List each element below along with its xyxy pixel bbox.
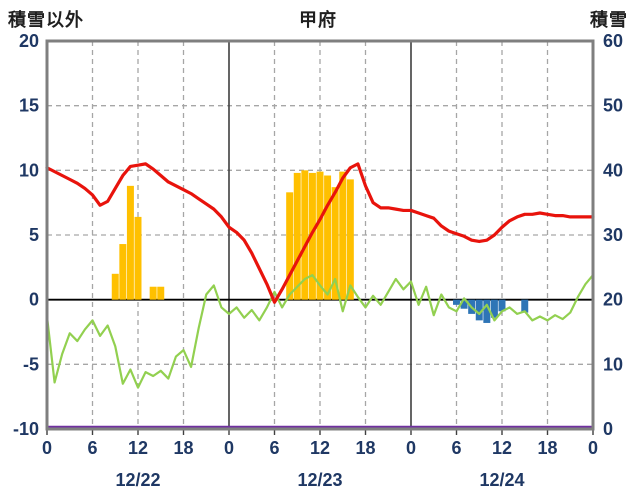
x-hour-label: 0 bbox=[406, 438, 416, 458]
precipitation-bar bbox=[119, 244, 127, 300]
precipitation-bar bbox=[308, 172, 316, 300]
precipitation-bar bbox=[157, 286, 165, 300]
y-left-tick-label: -10 bbox=[13, 419, 39, 439]
precipitation-bar bbox=[149, 286, 157, 300]
plot-border bbox=[45, 39, 595, 431]
x-hour-label: 12 bbox=[310, 438, 330, 458]
x-hour-label: 0 bbox=[224, 438, 234, 458]
precipitation-bar bbox=[324, 175, 332, 300]
precipitation-bar bbox=[286, 192, 294, 300]
y-left-tick-label: 0 bbox=[29, 290, 39, 310]
precipitation-bar bbox=[301, 170, 309, 300]
y-right-tick-label: 40 bbox=[603, 160, 623, 180]
green-line bbox=[45, 273, 595, 389]
negative-bar bbox=[453, 299, 460, 305]
negative-bar bbox=[483, 299, 491, 323]
y-right-tick-label: 10 bbox=[603, 354, 623, 374]
temperature-line bbox=[45, 162, 595, 304]
y-right-tick-label: 50 bbox=[603, 96, 623, 116]
precipitation-bar bbox=[111, 273, 119, 300]
x-hour-label: 12 bbox=[492, 438, 512, 458]
y-left-tick-label: 5 bbox=[29, 225, 39, 245]
precipitation-bar bbox=[331, 187, 339, 300]
y-right-tick-label: 60 bbox=[603, 31, 623, 51]
x-hour-label: 0 bbox=[588, 438, 598, 458]
x-hour-label: 6 bbox=[269, 438, 279, 458]
chart-title: 甲府 bbox=[299, 10, 337, 30]
negative-bar bbox=[521, 299, 529, 313]
precipitation-bar bbox=[346, 179, 354, 300]
x-hour-label: 18 bbox=[537, 438, 557, 458]
precipitation-bar bbox=[293, 172, 301, 300]
y-right-tick-label: 0 bbox=[603, 419, 613, 439]
x-hour-label: 18 bbox=[173, 438, 193, 458]
precipitation-bar bbox=[339, 171, 347, 300]
precipitation-bar bbox=[316, 171, 324, 300]
x-hour-label: 6 bbox=[87, 438, 97, 458]
x-date-label: 12/24 bbox=[479, 470, 524, 490]
left-axis-title: 積雪以外 bbox=[8, 10, 84, 30]
negative-bar bbox=[475, 299, 483, 321]
negative-bar bbox=[490, 299, 498, 318]
right-axis-title: 積雪 bbox=[590, 10, 628, 30]
y-left-tick-label: 15 bbox=[19, 96, 39, 116]
negative-bar bbox=[498, 299, 506, 312]
precipitation-bar bbox=[134, 216, 142, 300]
y-right-tick-label: 30 bbox=[603, 225, 623, 245]
y-left-tick-label: -5 bbox=[23, 354, 39, 374]
x-date-label: 12/22 bbox=[115, 470, 160, 490]
x-hour-label: 0 bbox=[42, 438, 52, 458]
precipitation-bar bbox=[126, 185, 134, 300]
y-left-tick-label: 10 bbox=[19, 160, 39, 180]
y-left-tick-label: 20 bbox=[19, 31, 39, 51]
x-hour-label: 12 bbox=[128, 438, 148, 458]
negative-bar bbox=[460, 299, 468, 309]
x-hour-label: 6 bbox=[451, 438, 461, 458]
x-hour-label: 18 bbox=[355, 438, 375, 458]
x-date-label: 12/23 bbox=[297, 470, 342, 490]
y-right-tick-label: 20 bbox=[603, 290, 623, 310]
